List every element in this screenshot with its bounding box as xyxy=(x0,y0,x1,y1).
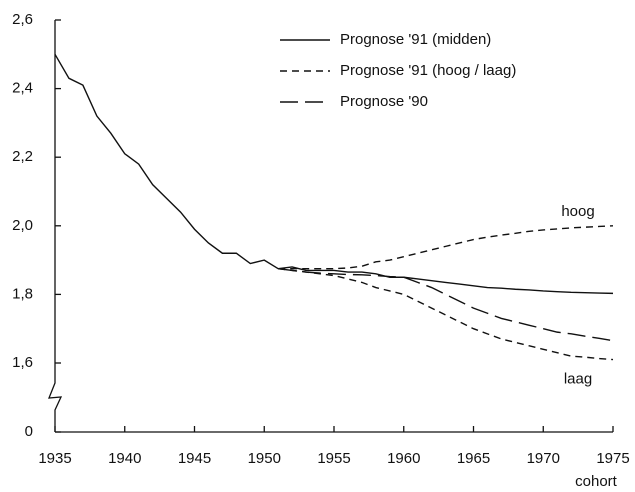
x-tick-label: 1950 xyxy=(248,450,281,467)
series-line xyxy=(54,53,614,295)
x-tick-label: 1960 xyxy=(387,450,420,467)
y-tick-label: 2,6 xyxy=(12,11,33,28)
series-line xyxy=(278,225,614,270)
y-tick-label: 1,8 xyxy=(12,285,33,302)
line-label: hoog xyxy=(561,203,594,220)
series-line xyxy=(278,267,614,342)
y-tick-label: 2,4 xyxy=(12,80,33,97)
x-tick-label: 1935 xyxy=(38,450,71,467)
x-tick-label: 1975 xyxy=(596,450,629,467)
y-axis xyxy=(48,20,63,432)
series-line xyxy=(278,267,614,361)
legend-label: Prognose '90 xyxy=(340,93,428,110)
legend-label: Prognose '91 (midden) xyxy=(340,31,491,48)
x-tick-label: 1945 xyxy=(178,450,211,467)
y-tick-label: 1,6 xyxy=(12,354,33,371)
line-label: laag xyxy=(564,371,592,388)
x-tick-label: 1955 xyxy=(317,450,350,467)
y-tick-label: 0 xyxy=(25,423,33,440)
x-tick-label: 1970 xyxy=(527,450,560,467)
x-tick-label: 1940 xyxy=(108,450,141,467)
x-tick-label: 1965 xyxy=(457,450,490,467)
y-tick-label: 2,2 xyxy=(12,148,33,165)
x-axis-label: cohort xyxy=(575,473,618,490)
legend-label: Prognose '91 (hoog / laag) xyxy=(340,62,516,79)
y-tick-label: 2,0 xyxy=(12,217,33,234)
